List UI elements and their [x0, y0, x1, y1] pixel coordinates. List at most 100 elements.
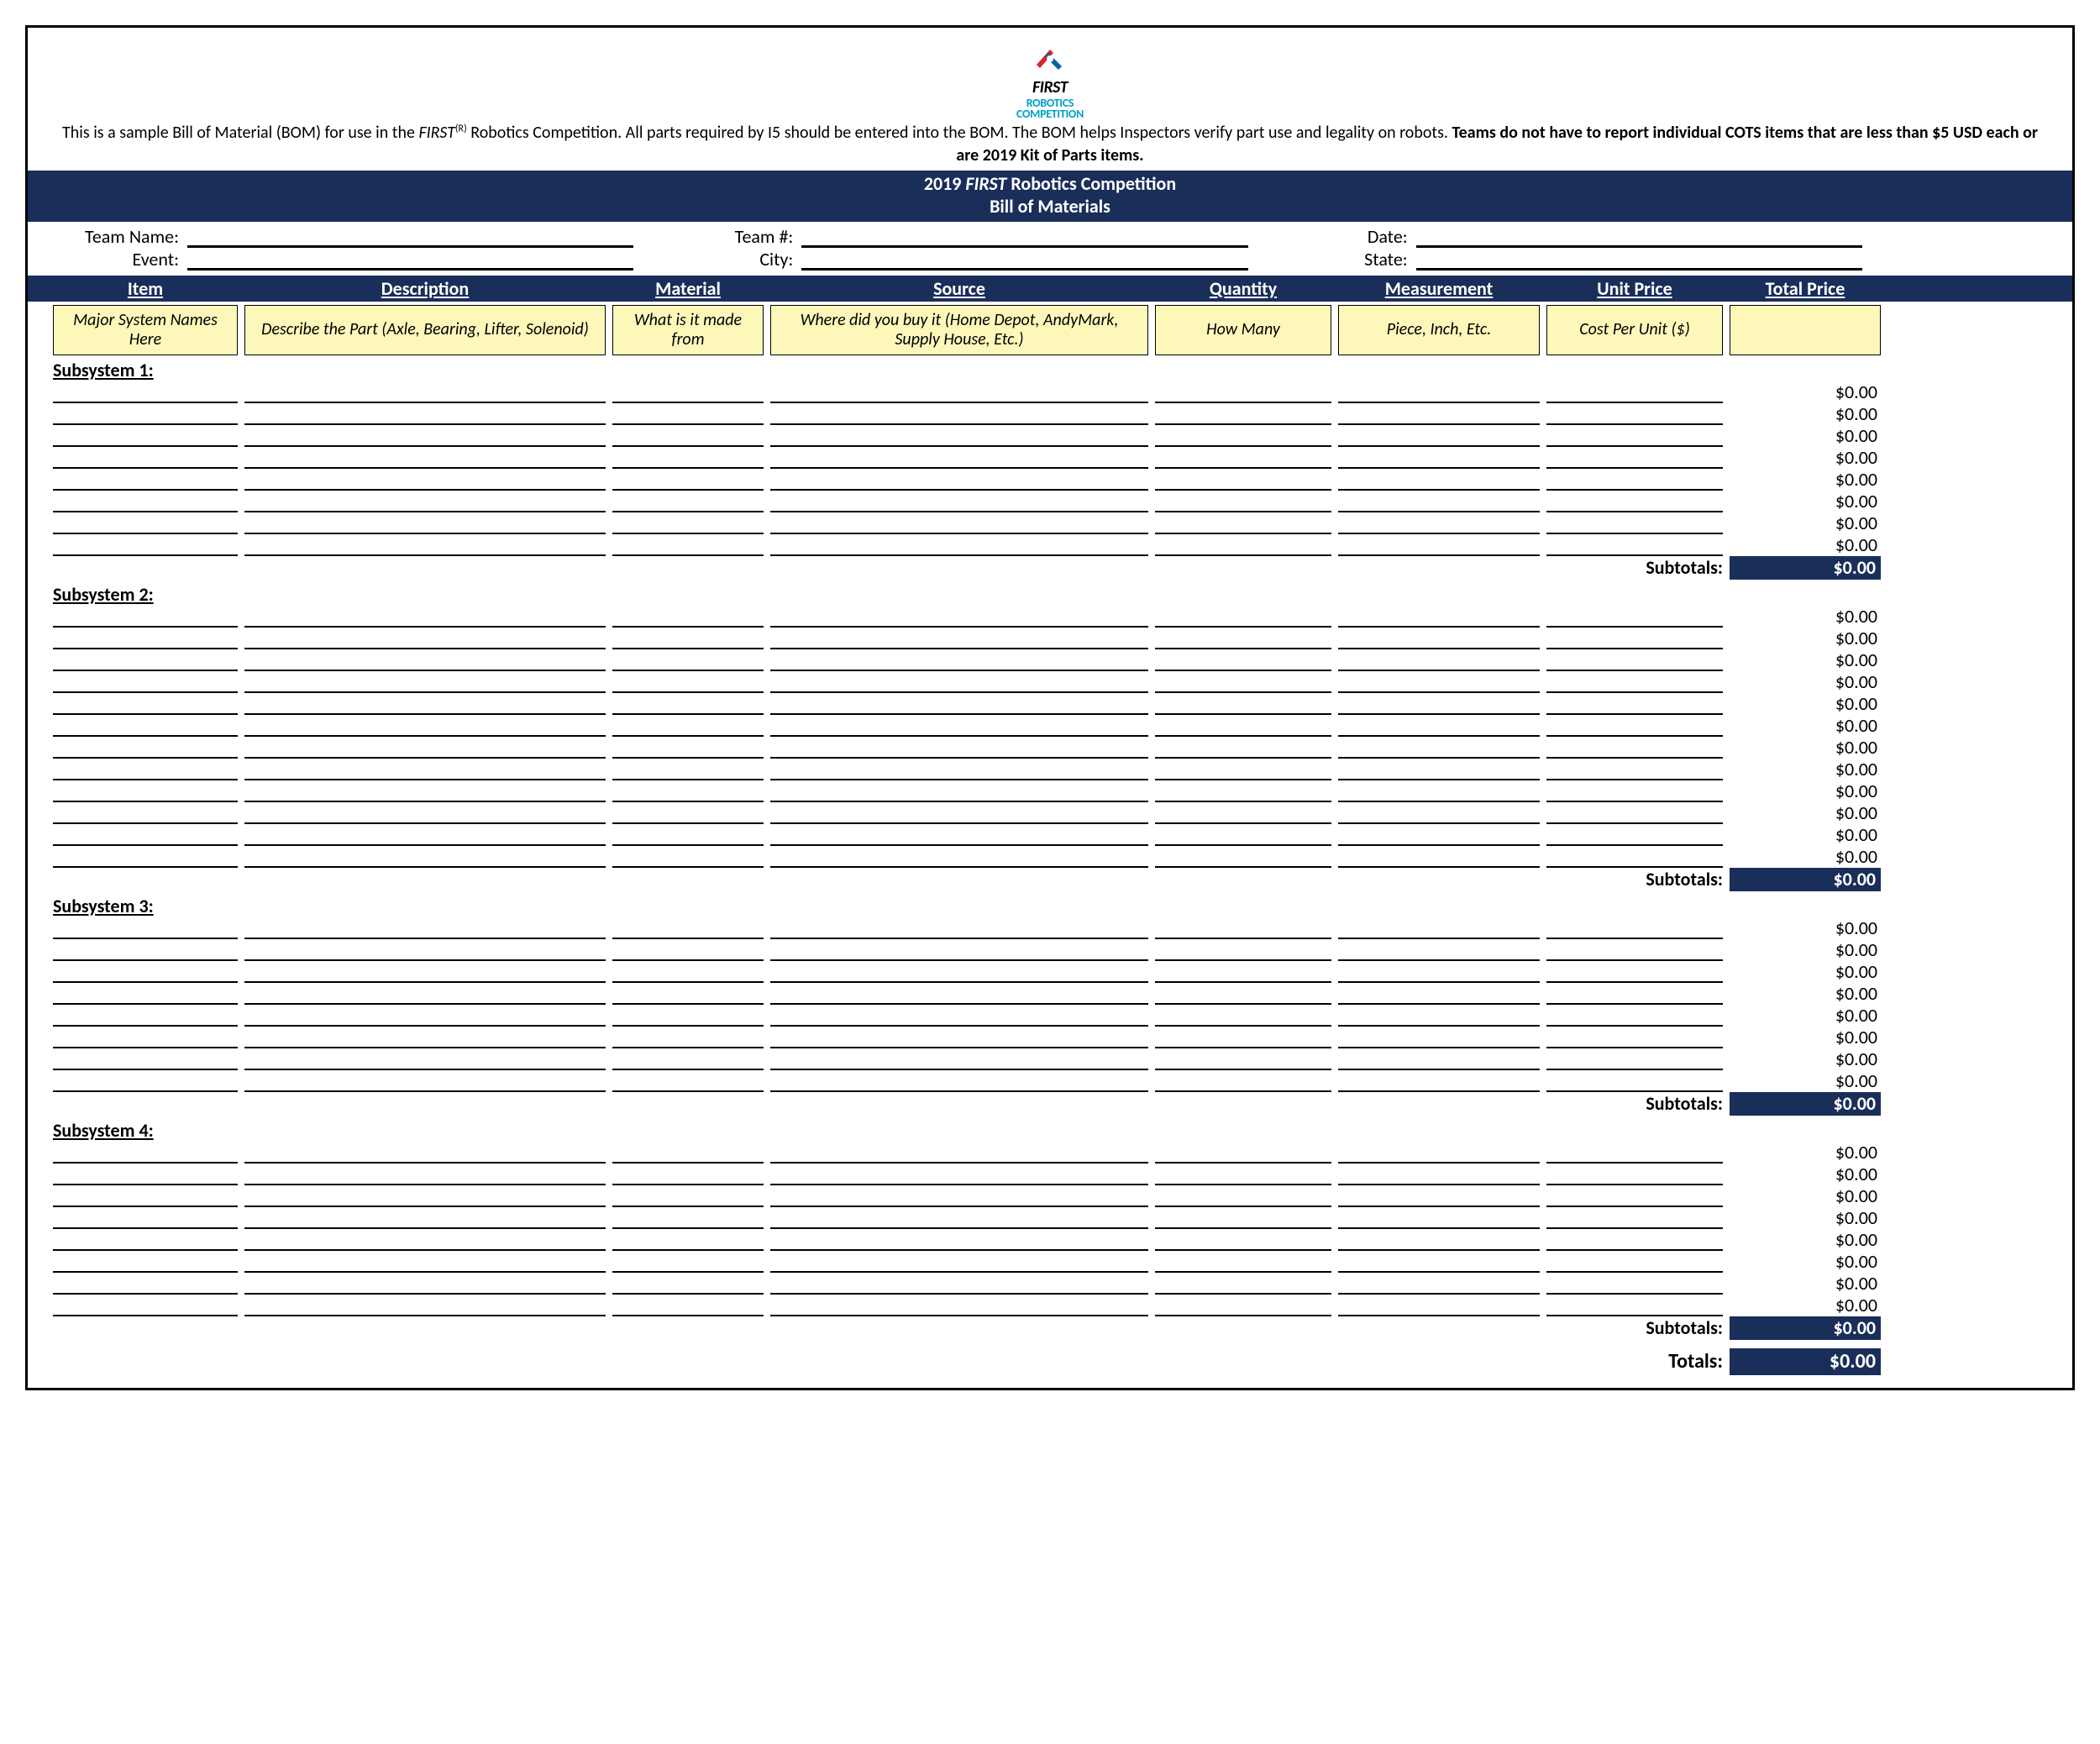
- table-cell[interactable]: [612, 1048, 764, 1070]
- table-cell[interactable]: [1155, 469, 1331, 491]
- table-cell[interactable]: [53, 534, 238, 556]
- table-cell[interactable]: [770, 606, 1148, 628]
- table-cell[interactable]: [1546, 1273, 1723, 1295]
- table-cell[interactable]: [1155, 715, 1331, 737]
- table-cell[interactable]: [244, 917, 606, 939]
- table-cell[interactable]: [53, 846, 238, 868]
- table-cell[interactable]: [612, 759, 764, 780]
- table-cell[interactable]: [1546, 1295, 1723, 1316]
- table-cell[interactable]: [244, 1005, 606, 1027]
- table-cell[interactable]: [244, 780, 606, 802]
- table-cell[interactable]: [770, 469, 1148, 491]
- table-cell[interactable]: [1338, 403, 1540, 425]
- table-cell[interactable]: [1155, 447, 1331, 469]
- table-cell[interactable]: [612, 693, 764, 715]
- input-city[interactable]: [801, 252, 1247, 271]
- table-cell[interactable]: [53, 693, 238, 715]
- table-cell[interactable]: [612, 381, 764, 403]
- table-cell[interactable]: [612, 737, 764, 759]
- table-cell[interactable]: [770, 1048, 1148, 1070]
- table-cell[interactable]: [244, 649, 606, 671]
- table-cell[interactable]: [244, 939, 606, 961]
- table-cell[interactable]: [53, 1295, 238, 1316]
- table-cell[interactable]: [612, 469, 764, 491]
- table-cell[interactable]: [1546, 1070, 1723, 1092]
- table-cell[interactable]: [244, 1048, 606, 1070]
- table-cell[interactable]: [244, 1229, 606, 1251]
- table-cell[interactable]: [770, 983, 1148, 1005]
- table-cell[interactable]: [1338, 780, 1540, 802]
- table-cell[interactable]: [1338, 693, 1540, 715]
- table-cell[interactable]: [1155, 381, 1331, 403]
- table-cell[interactable]: [1546, 491, 1723, 512]
- table-cell[interactable]: [1546, 1005, 1723, 1027]
- table-cell[interactable]: [53, 491, 238, 512]
- table-cell[interactable]: [53, 1229, 238, 1251]
- table-cell[interactable]: [1546, 425, 1723, 447]
- table-cell[interactable]: [612, 649, 764, 671]
- table-cell[interactable]: [1546, 1229, 1723, 1251]
- table-cell[interactable]: [244, 1027, 606, 1048]
- table-cell[interactable]: [53, 983, 238, 1005]
- table-cell[interactable]: [770, 1070, 1148, 1092]
- table-cell[interactable]: [612, 403, 764, 425]
- table-cell[interactable]: [612, 1070, 764, 1092]
- table-cell[interactable]: [770, 846, 1148, 868]
- table-cell[interactable]: [1546, 917, 1723, 939]
- table-cell[interactable]: [1546, 1142, 1723, 1164]
- table-cell[interactable]: [53, 780, 238, 802]
- table-cell[interactable]: [1546, 403, 1723, 425]
- table-cell[interactable]: [1338, 1295, 1540, 1316]
- table-cell[interactable]: [612, 939, 764, 961]
- table-cell[interactable]: [53, 1207, 238, 1229]
- table-cell[interactable]: [53, 1070, 238, 1092]
- input-date[interactable]: [1416, 229, 1862, 248]
- table-cell[interactable]: [1155, 606, 1331, 628]
- table-cell[interactable]: [770, 1142, 1148, 1164]
- table-cell[interactable]: [770, 824, 1148, 846]
- table-cell[interactable]: [53, 606, 238, 628]
- table-cell[interactable]: [1338, 649, 1540, 671]
- table-cell[interactable]: [612, 1027, 764, 1048]
- table-cell[interactable]: [1546, 606, 1723, 628]
- table-cell[interactable]: [612, 846, 764, 868]
- table-cell[interactable]: [770, 671, 1148, 693]
- table-cell[interactable]: [1338, 606, 1540, 628]
- table-cell[interactable]: [1155, 1164, 1331, 1185]
- table-cell[interactable]: [1546, 939, 1723, 961]
- table-cell[interactable]: [1338, 1185, 1540, 1207]
- table-cell[interactable]: [1338, 1070, 1540, 1092]
- table-cell[interactable]: [244, 491, 606, 512]
- table-cell[interactable]: [612, 1005, 764, 1027]
- table-cell[interactable]: [1546, 759, 1723, 780]
- table-cell[interactable]: [1338, 983, 1540, 1005]
- table-cell[interactable]: [53, 715, 238, 737]
- table-cell[interactable]: [1155, 1027, 1331, 1048]
- table-cell[interactable]: [1155, 1070, 1331, 1092]
- table-cell[interactable]: [1338, 1164, 1540, 1185]
- table-cell[interactable]: [1155, 1005, 1331, 1027]
- table-cell[interactable]: [1338, 1207, 1540, 1229]
- table-cell[interactable]: [770, 1164, 1148, 1185]
- table-cell[interactable]: [770, 534, 1148, 556]
- table-cell[interactable]: [612, 802, 764, 824]
- table-cell[interactable]: [1338, 961, 1540, 983]
- input-team-name[interactable]: [187, 229, 633, 248]
- table-cell[interactable]: [770, 961, 1148, 983]
- table-cell[interactable]: [1155, 1273, 1331, 1295]
- table-cell[interactable]: [1155, 649, 1331, 671]
- table-cell[interactable]: [1155, 1251, 1331, 1273]
- table-cell[interactable]: [612, 628, 764, 649]
- table-cell[interactable]: [53, 939, 238, 961]
- table-cell[interactable]: [1546, 381, 1723, 403]
- table-cell[interactable]: [612, 512, 764, 534]
- table-cell[interactable]: [1155, 671, 1331, 693]
- table-cell[interactable]: [1155, 425, 1331, 447]
- table-cell[interactable]: [244, 1295, 606, 1316]
- table-cell[interactable]: [612, 983, 764, 1005]
- table-cell[interactable]: [53, 917, 238, 939]
- table-cell[interactable]: [244, 403, 606, 425]
- table-cell[interactable]: [770, 1207, 1148, 1229]
- table-cell[interactable]: [1338, 715, 1540, 737]
- table-cell[interactable]: [1546, 512, 1723, 534]
